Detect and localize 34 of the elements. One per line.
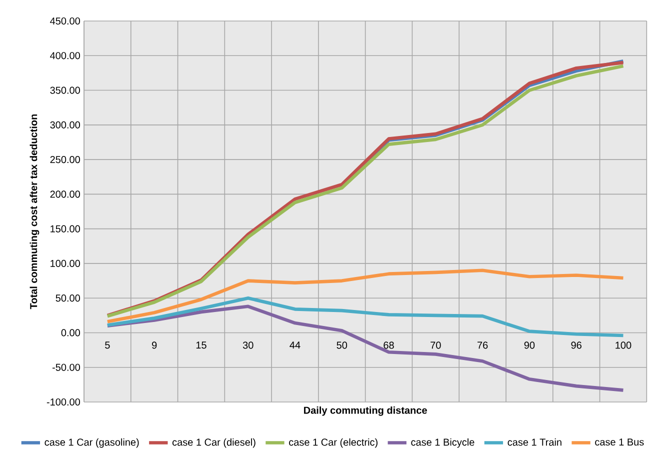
legend-label: case 1 Car (electric) — [289, 438, 378, 448]
y-tick-label: 100.00 — [50, 260, 80, 268]
y-tick-label: 200.00 — [50, 190, 80, 198]
y-tick-label: 50.00 — [56, 294, 80, 302]
x-tick-label: 15 — [196, 342, 206, 349]
y-tick-label: -50.00 — [52, 364, 80, 371]
y-tick-label: 400.00 — [50, 52, 80, 60]
y-axis-title: Total commuting cost after tax deduction — [30, 114, 40, 310]
legend-label: case 1 Train — [508, 438, 562, 446]
x-tick-label: 70 — [430, 342, 441, 349]
x-tick-label: 68 — [384, 342, 394, 349]
x-tick-label: 100 — [616, 342, 632, 349]
y-tick-label: -100.00 — [46, 398, 80, 406]
x-tick-label: 96 — [571, 342, 582, 349]
y-tick-label: 450.00 — [50, 17, 80, 25]
legend-label: case 1 Car (gasoline) — [44, 438, 139, 448]
x-tick-label: 50 — [336, 342, 348, 349]
x-tick-label: 90 — [524, 342, 535, 349]
legend-label: case 1 Bus — [595, 438, 644, 446]
line-series — [106, 268, 625, 324]
x-tick-label: 76 — [478, 342, 488, 349]
legend-label: case 1 Car (diesel) — [172, 438, 256, 448]
y-tick-label: 350.00 — [50, 86, 80, 94]
y-tick-label: 300.00 — [50, 121, 80, 128]
x-tick-label: 9 — [152, 342, 157, 349]
x-tick-label: 5 — [105, 342, 110, 349]
legend-label: case 1 Bicycle — [411, 438, 474, 448]
x-axis-title: Daily commuting distance — [304, 406, 427, 416]
x-tick-label: 44 — [290, 342, 300, 349]
y-tick-label: 250.00 — [50, 156, 80, 164]
line-series — [106, 296, 625, 338]
y-tick-label: 150.00 — [50, 225, 80, 232]
x-tick-label: 30 — [242, 342, 254, 349]
y-tick-label: 0.00 — [61, 329, 80, 336]
